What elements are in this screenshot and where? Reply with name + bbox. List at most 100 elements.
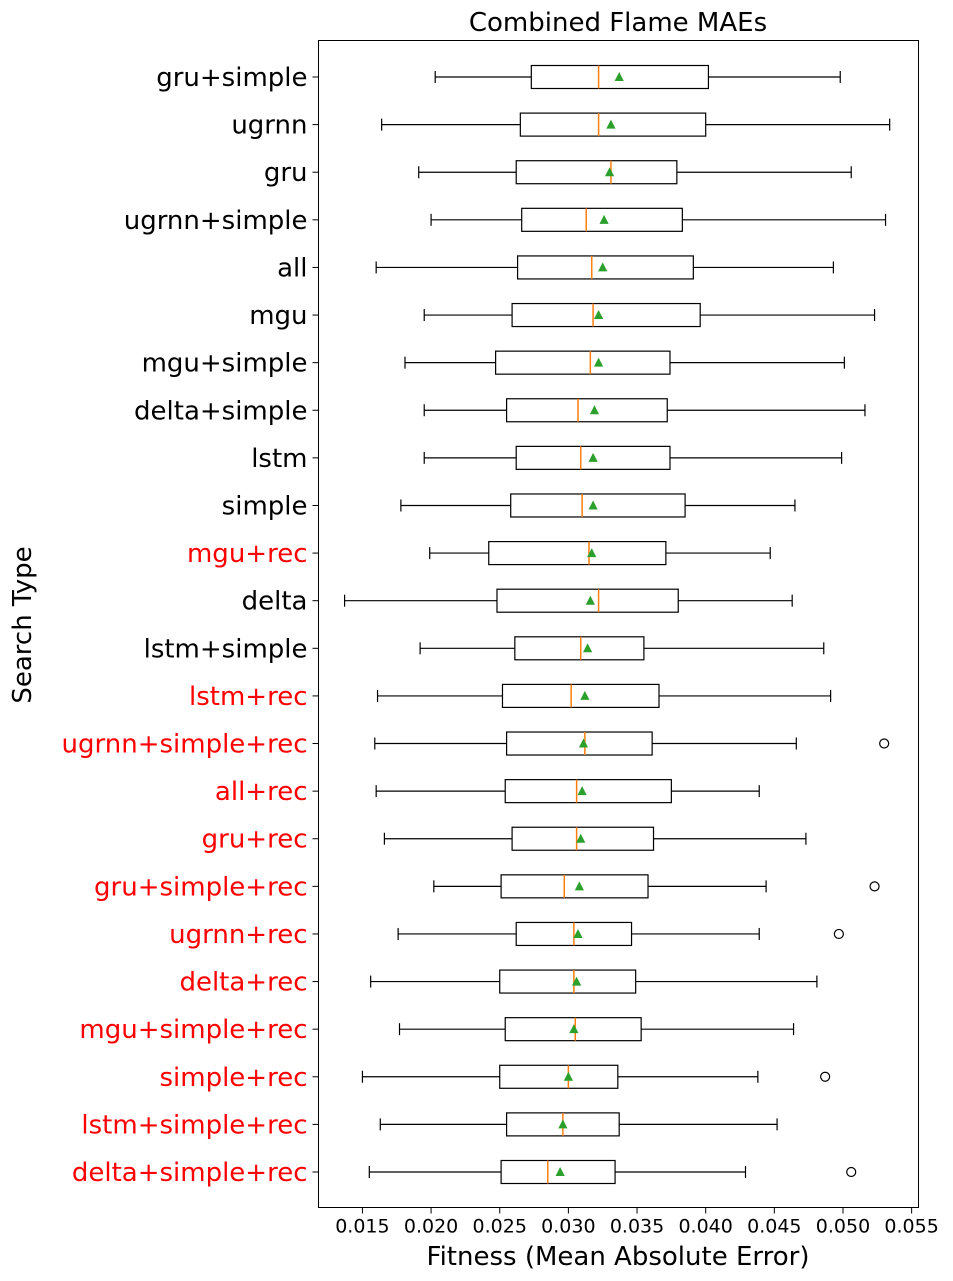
box-gru+rec [383,826,807,851]
outlier-point [879,738,890,749]
mean-marker [599,214,609,224]
mean-marker [604,167,615,177]
y-tick-label: gru+simple [156,63,307,93]
y-tick-label: delta+simple+rec [72,1158,308,1188]
mean-marker [593,357,604,367]
mean-marker [572,976,582,986]
y-tick-label: gru [264,158,308,188]
box-mgu+simple [404,350,845,375]
y-tick-label: mgu+rec [187,539,308,569]
mean-marker [588,500,598,510]
outlier-point [820,1071,831,1082]
iqr-box [511,826,655,851]
mean-marker [576,833,586,843]
iqr-box [500,874,649,899]
plot-area [343,64,891,1185]
box-simple+rec [361,1064,831,1089]
mean-marker [578,738,589,748]
x-tick-label: 0.015 [335,1216,389,1238]
box-gru+simple [434,64,841,90]
y-tick-label: delta [242,587,308,617]
outlier-point [833,928,844,940]
x-tick-label: 0.025 [473,1216,527,1238]
mean-marker [593,310,604,320]
box-delta+simple+rec [368,1159,857,1185]
y-tick-label: ugrnn+rec [169,920,307,950]
box-all+rec [375,779,760,804]
y-tick-label: mgu+simple [142,349,308,379]
box-delta [343,588,793,613]
x-tick-label: 0.040 [678,1216,732,1238]
iqr-box [515,160,678,185]
x-axis-label: Fitness (Mean Absolute Error) [427,1242,810,1272]
box-all [375,255,834,280]
iqr-box [511,302,701,328]
box-mgu [423,302,876,328]
x-tick-label: 0.035 [610,1216,664,1238]
axes-frame [318,40,919,1208]
box-ugrnn+simple+rec [374,731,890,756]
iqr-box [514,636,645,661]
outlier-point [869,881,880,892]
mean-marker [577,786,587,796]
y-axis-label: Search Type [8,546,38,703]
mean-marker [555,1167,565,1176]
box-mgu+rec [429,540,771,566]
y-tick-label: simple+rec [159,1063,307,1093]
y-tick-label: gru+rec [202,825,308,855]
iqr-box [504,779,672,804]
y-tick-label: gru+simple+rec [94,872,307,902]
y-tick-label: mgu [249,301,307,331]
mean-marker [606,119,616,129]
mean-marker [580,690,590,700]
iqr-box [519,112,707,137]
mean-marker [573,928,583,938]
x-tick-label: 0.045 [747,1216,801,1238]
mean-marker [574,881,584,891]
box-simple [400,493,796,518]
box-lstm+simple [419,636,825,661]
x-tick-label: 0.055 [884,1216,938,1238]
y-tick-label: lstm+simple+rec [81,1110,307,1140]
x-tick-label: 0.030 [541,1216,595,1238]
box-gru+simple+rec [433,874,880,899]
mean-marker [598,262,608,272]
box-gru [418,160,852,185]
iqr-box [506,731,653,756]
iqr-box [506,398,668,423]
mean-marker [583,643,593,653]
iqr-box [504,1017,642,1042]
iqr-box [510,493,686,518]
mean-marker [614,72,624,81]
iqr-box [488,540,667,566]
box-ugrnn+simple [430,207,887,232]
y-tick-label: all [277,253,307,283]
mean-marker [587,548,597,558]
iqr-box [501,683,660,709]
mean-marker [558,1119,568,1129]
y-tick-label: ugrnn+simple [124,206,308,236]
y-axis: gru+simple ugrnn gru ugrnn+simple all mgu mgu+… [62,63,319,1188]
y-tick-label: lstm [251,444,307,474]
box-delta+rec [370,969,818,994]
y-tick-label: ugrnn+simple+rec [62,730,308,760]
x-tick-label: 0.020 [404,1216,458,1238]
mean-marker [563,1071,573,1081]
box-ugrnn [381,112,891,137]
box-mgu+simple+rec [398,1017,795,1042]
box-lstm+simple+rec [379,1112,778,1137]
iqr-box [515,445,671,470]
y-tick-label: delta+simple [134,396,307,426]
mean-marker [569,1024,579,1034]
iqr-box [530,64,710,90]
mean-marker [585,595,595,605]
mean-marker [588,452,598,462]
x-tick-label: 0.050 [816,1216,870,1238]
iqr-box [499,1064,619,1089]
box-delta+simple [423,398,866,423]
y-tick-label: delta+rec [179,968,307,998]
iqr-box [495,350,671,375]
x-axis: 0.015 0.020 0.025 0.030 0.035 0.040 0.045 0.050… [335,1207,939,1238]
